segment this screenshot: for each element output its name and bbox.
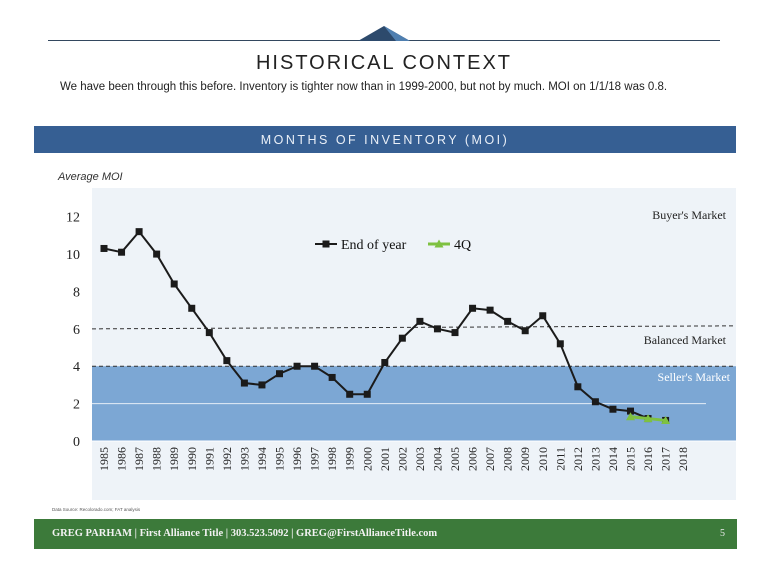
x-tick-label: 2009 [518, 447, 532, 471]
data-point [205, 329, 213, 337]
x-tick-label: 2011 [553, 447, 567, 471]
data-point [433, 325, 441, 333]
data-source: Data Source: Recolorado.com; FAT analysi… [52, 507, 141, 512]
y-tick-label: 4 [73, 360, 80, 375]
data-point [626, 412, 635, 421]
logo-mark-icon [358, 26, 410, 41]
legend: End of year 4Q [315, 238, 471, 253]
section-band: MONTHS OF INVENTORY (MOI) [34, 126, 736, 153]
x-tick-label: 2017 [659, 447, 673, 471]
data-point [416, 317, 424, 325]
data-point [469, 304, 477, 312]
legend-marker [322, 240, 330, 248]
data-point [609, 405, 617, 413]
x-tick-label: 2004 [430, 447, 444, 471]
data-point [346, 390, 354, 398]
balanced-market-label: Balanced Market [644, 333, 727, 347]
x-tick-label: 1996 [290, 447, 304, 471]
data-point [328, 373, 336, 381]
footer-bar: GREG PARHAM | First Alliance Title | 303… [34, 519, 737, 549]
y-tick-label: 12 [66, 211, 80, 226]
x-tick-label: 1986 [115, 447, 129, 471]
legend-label: End of year [341, 238, 407, 253]
data-point [240, 379, 248, 387]
y-tick-label: 10 [66, 248, 80, 263]
data-point [451, 329, 459, 337]
y-tick-label: 8 [73, 285, 80, 300]
data-point [363, 390, 371, 398]
data-point [661, 415, 671, 424]
data-point [258, 381, 266, 389]
data-point [276, 370, 283, 378]
sellers-market-label: Seller's Market [658, 370, 731, 384]
x-tick-label: 2008 [501, 447, 515, 471]
x-tick-label: 2000 [360, 447, 374, 471]
data-point [223, 357, 231, 365]
x-tick-label: 2015 [624, 447, 638, 471]
x-tick-label: 2005 [448, 447, 462, 471]
x-tick-label: 1988 [150, 447, 164, 471]
buyers-market-label: Buyer's Market [652, 208, 726, 222]
x-tick-label: 2010 [536, 447, 550, 471]
x-tick-label: 2014 [606, 447, 620, 471]
data-point [293, 362, 301, 370]
x-tick-label: 1985 [97, 447, 111, 471]
legend-marker [434, 239, 444, 248]
data-point [153, 250, 161, 258]
data-point [539, 312, 547, 320]
x-tick-label: 2006 [466, 447, 480, 471]
x-tick-label: 2002 [395, 447, 409, 471]
data-point [398, 334, 406, 342]
x-tick-label: 1992 [220, 447, 234, 471]
data-point [170, 280, 178, 288]
data-point [311, 362, 319, 370]
x-tick-label: 1999 [343, 447, 357, 471]
data-point [188, 304, 196, 312]
x-tick-label: 2007 [483, 447, 497, 471]
data-point [504, 317, 512, 325]
x-tick-label: 1995 [273, 447, 287, 471]
x-tick-label: 1994 [255, 447, 269, 471]
moi-chart: 0 2 4 6 8 10 12 1985 1986 1987 1988 1989 1990 1991 199… [66, 188, 737, 500]
data-point [627, 407, 634, 415]
footer-contact: GREG PARHAM | First Alliance Title | 303… [52, 528, 438, 539]
plot-background [92, 188, 736, 500]
chart-label: Average MOI [58, 171, 123, 183]
data-point [643, 414, 653, 423]
data-point [521, 327, 529, 335]
x-tick-label: 2018 [676, 447, 690, 471]
x-tick-label: 2016 [641, 447, 655, 471]
page-number: 5 [720, 528, 725, 539]
y-tick-label: 6 [73, 323, 80, 338]
y-tick-label: 0 [73, 435, 80, 450]
data-point [556, 340, 564, 348]
data-point [591, 398, 599, 406]
section-band-title: MONTHS OF INVENTORY (MOI) [260, 133, 510, 147]
y-tick-label: 2 [73, 398, 80, 413]
data-point [100, 244, 108, 252]
page-title: HISTORICAL CONTEXT [255, 52, 513, 74]
x-tick-label: 1990 [185, 447, 199, 471]
data-point [118, 248, 126, 256]
x-tick-label: 1987 [132, 447, 146, 471]
x-tick-label: 1997 [308, 447, 322, 471]
x-tick-label: 2012 [571, 447, 585, 471]
data-point [381, 358, 389, 366]
legend-label: 4Q [454, 238, 471, 253]
data-point [486, 306, 494, 314]
x-tick-label: 1989 [167, 447, 181, 471]
x-tick-label: 2003 [413, 447, 427, 471]
page-subtitle: We have been through this before. Invent… [60, 81, 668, 93]
x-tick-label: 2013 [588, 447, 602, 471]
x-tick-label: 1998 [325, 447, 339, 471]
x-tick-label: 1993 [237, 447, 251, 471]
x-tick-label: 2001 [378, 447, 392, 471]
data-point [135, 228, 143, 236]
data-point [574, 383, 582, 391]
x-tick-label: 1991 [202, 447, 216, 471]
